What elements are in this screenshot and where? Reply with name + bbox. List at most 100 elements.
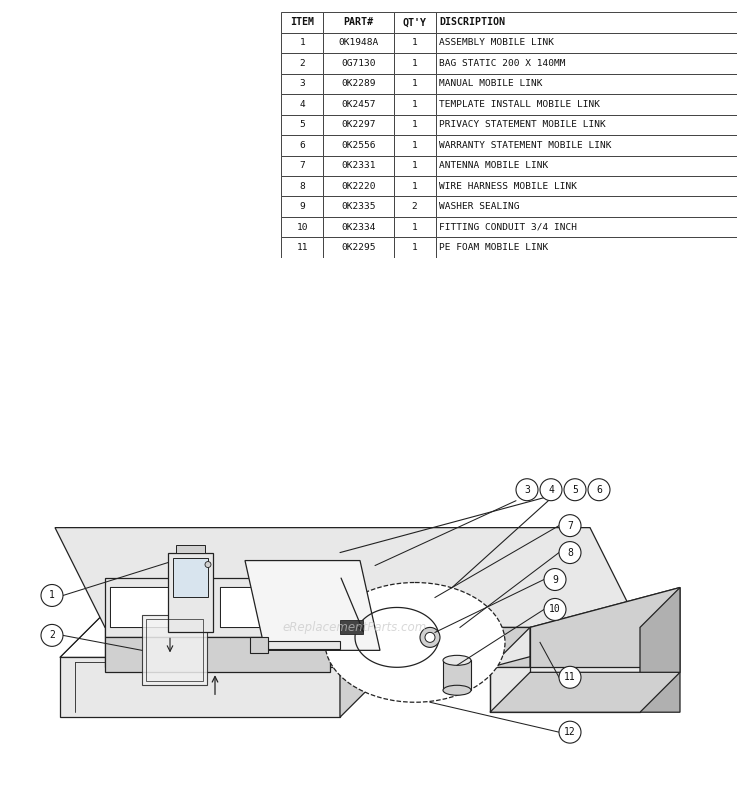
Circle shape: [559, 541, 581, 563]
Bar: [323, 32, 394, 53]
Bar: [281, 258, 323, 278]
Text: 5: 5: [299, 120, 305, 129]
Bar: [394, 94, 436, 115]
Text: 2: 2: [299, 59, 305, 68]
Bar: [323, 156, 394, 176]
Bar: [323, 237, 394, 258]
Text: 7: 7: [567, 521, 573, 531]
Bar: [436, 32, 736, 53]
Text: 6: 6: [596, 485, 602, 495]
Circle shape: [559, 721, 581, 743]
Text: 0K2556: 0K2556: [341, 140, 376, 150]
Text: 12: 12: [564, 727, 576, 737]
Text: 11: 11: [296, 243, 308, 252]
Ellipse shape: [443, 685, 471, 696]
Bar: [281, 32, 323, 53]
Polygon shape: [530, 587, 680, 672]
Circle shape: [516, 479, 538, 500]
Text: 1: 1: [412, 264, 418, 273]
Bar: [281, 53, 323, 73]
Circle shape: [559, 515, 581, 537]
Text: PE FOAM MOBILE LINK: PE FOAM MOBILE LINK: [440, 243, 548, 252]
Bar: [281, 176, 323, 196]
Text: 0K1948A: 0K1948A: [338, 39, 379, 48]
Text: 1: 1: [412, 161, 418, 170]
Text: 7: 7: [299, 161, 305, 170]
Polygon shape: [340, 621, 363, 634]
Bar: [436, 176, 736, 196]
Text: 1: 1: [412, 223, 418, 232]
Bar: [281, 73, 323, 94]
Polygon shape: [105, 578, 330, 638]
Bar: [394, 32, 436, 53]
Text: MANUAL MOBILE LINK: MANUAL MOBILE LINK: [440, 79, 543, 88]
Polygon shape: [60, 658, 340, 717]
Text: ITEM: ITEM: [290, 17, 314, 27]
Text: 5: 5: [572, 485, 578, 495]
Text: PART#: PART#: [344, 17, 374, 27]
Bar: [281, 94, 323, 115]
Bar: [281, 217, 323, 237]
Bar: [394, 53, 436, 73]
Bar: [281, 196, 323, 217]
Bar: [436, 237, 736, 258]
Ellipse shape: [443, 655, 471, 665]
Bar: [281, 12, 323, 32]
Bar: [436, 115, 736, 135]
Circle shape: [205, 562, 211, 567]
Text: TEMPLATE INSTALL MOBILE LINK: TEMPLATE INSTALL MOBILE LINK: [440, 100, 600, 109]
Text: 1: 1: [412, 120, 418, 129]
Polygon shape: [245, 561, 380, 650]
Text: CARTON 227 X 153 X 80: CARTON 227 X 153 X 80: [440, 264, 560, 273]
Text: 1: 1: [299, 39, 305, 48]
Bar: [394, 176, 436, 196]
Bar: [436, 53, 736, 73]
Text: PRIVACY STATEMENT MOBILE LINK: PRIVACY STATEMENT MOBILE LINK: [440, 120, 606, 129]
Text: 0G7130: 0G7130: [341, 59, 376, 68]
Polygon shape: [340, 597, 400, 717]
Circle shape: [544, 599, 566, 621]
Text: WARRANTY STATEMENT MOBILE LINK: WARRANTY STATEMENT MOBILE LINK: [440, 140, 612, 150]
Bar: [323, 176, 394, 196]
Bar: [323, 12, 394, 32]
Circle shape: [559, 667, 581, 688]
Polygon shape: [640, 587, 680, 713]
Circle shape: [564, 479, 586, 500]
Bar: [436, 258, 736, 278]
Text: 0K2334: 0K2334: [341, 223, 376, 232]
Bar: [323, 53, 394, 73]
Polygon shape: [173, 558, 208, 597]
Polygon shape: [105, 627, 640, 667]
Bar: [323, 135, 394, 156]
Text: 1: 1: [412, 182, 418, 190]
Ellipse shape: [325, 583, 505, 702]
Text: 1: 1: [49, 591, 55, 600]
Text: BAG STATIC 200 X 140MM: BAG STATIC 200 X 140MM: [440, 59, 566, 68]
Polygon shape: [110, 587, 200, 627]
Bar: [394, 217, 436, 237]
Polygon shape: [110, 587, 200, 627]
Bar: [394, 12, 436, 32]
Circle shape: [41, 584, 63, 606]
Text: FITTING CONDUIT 3/4 INCH: FITTING CONDUIT 3/4 INCH: [440, 223, 578, 232]
Polygon shape: [142, 616, 207, 685]
Text: 1: 1: [412, 79, 418, 88]
Text: 1: 1: [412, 59, 418, 68]
Bar: [323, 115, 394, 135]
Text: WIRE HARNESS MOBILE LINK: WIRE HARNESS MOBILE LINK: [440, 182, 578, 190]
Circle shape: [540, 479, 562, 500]
Bar: [436, 156, 736, 176]
Text: 1: 1: [412, 243, 418, 252]
Text: 2: 2: [49, 630, 55, 641]
Text: 0K2289: 0K2289: [341, 79, 376, 88]
Bar: [281, 135, 323, 156]
Text: 9: 9: [299, 203, 305, 211]
Text: 1: 1: [412, 140, 418, 150]
Bar: [436, 94, 736, 115]
Bar: [394, 258, 436, 278]
Text: 6: 6: [299, 140, 305, 150]
Text: 0K2220: 0K2220: [341, 182, 376, 190]
Text: ASSEMBLY MOBILE LINK: ASSEMBLY MOBILE LINK: [440, 39, 554, 48]
Bar: [323, 196, 394, 217]
Polygon shape: [443, 660, 471, 690]
